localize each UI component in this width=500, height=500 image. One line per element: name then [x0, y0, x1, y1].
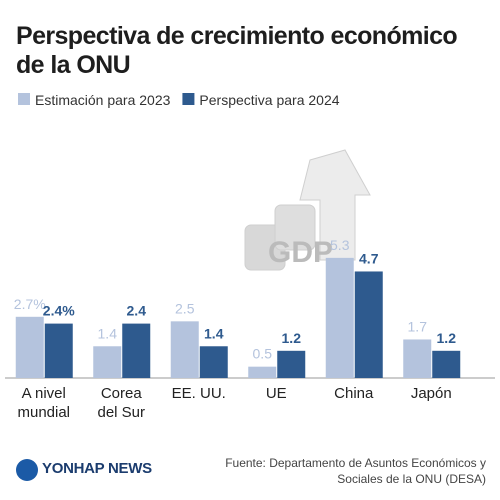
x-tick-label: A nivel mundial [17, 385, 71, 421]
value-label: 2.4% [43, 303, 75, 319]
bar [432, 350, 461, 378]
value-label: 4.7 [359, 250, 379, 266]
x-tick-label: Japón [410, 385, 452, 402]
value-label: 0.5 [253, 346, 273, 362]
bar [122, 323, 151, 378]
logo-text: YONHAP NEWS [42, 460, 152, 477]
bar [354, 271, 383, 378]
bar [44, 323, 73, 378]
bar [325, 257, 354, 378]
value-label: 5.3 [330, 237, 350, 253]
value-label: 1.4 [98, 325, 118, 341]
source-note: Fuente: Departamento de Asuntos Económic… [225, 456, 486, 486]
legend-swatch [182, 93, 195, 105]
svg-text:GDP: GDP [268, 236, 333, 269]
x-tick-label: Corea del Sur [97, 385, 146, 421]
value-label: 1.2 [282, 330, 302, 346]
bar [277, 350, 306, 378]
chart-title: Perspectiva de crecimiento económico de … [16, 22, 458, 79]
bar [15, 316, 44, 378]
value-label: 2.4 [127, 303, 147, 319]
bar [170, 321, 199, 378]
value-label: 2.5 [175, 300, 195, 316]
legend-swatch [18, 93, 30, 105]
x-tick-label: China [334, 385, 374, 402]
gdp-illustration: GDP [244, 149, 371, 271]
value-label: 2.7% [14, 296, 46, 312]
x-tick-label: EE. UU. [171, 385, 226, 402]
bar [403, 339, 432, 378]
value-label: 1.4 [204, 325, 224, 341]
bar [199, 346, 228, 378]
legend-label: Estimación para 2023 [35, 92, 171, 108]
logo-icon [16, 459, 38, 481]
bar [248, 366, 277, 378]
bar [93, 346, 122, 378]
value-label: 1.2 [437, 330, 457, 346]
value-label: 1.7 [408, 318, 428, 334]
legend-label: Perspectiva para 2024 [199, 92, 340, 108]
x-tick-label: UE [265, 385, 287, 402]
